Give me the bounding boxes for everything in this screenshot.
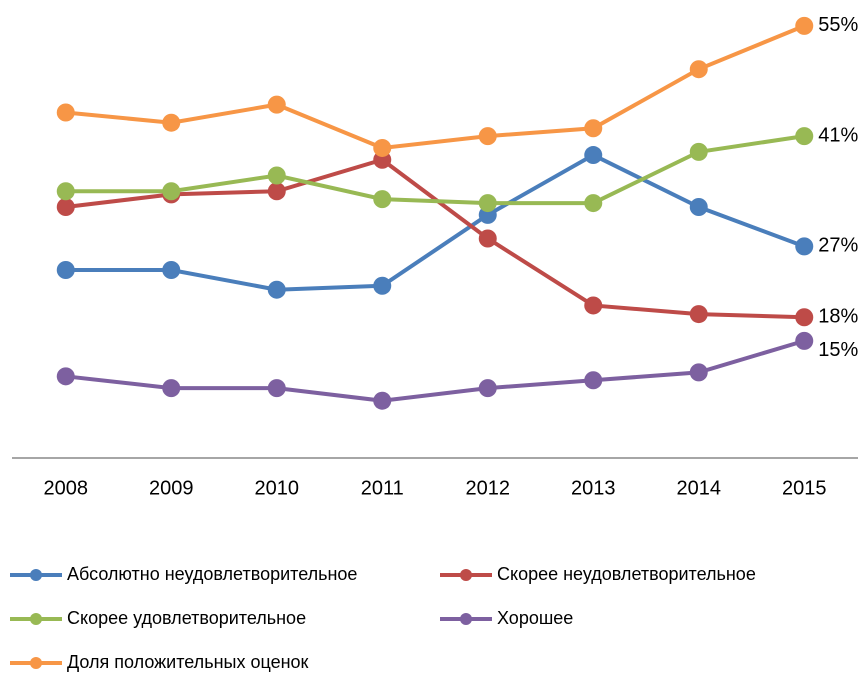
x-tick-label: 2012: [466, 477, 511, 499]
point: [584, 371, 603, 390]
point: [478, 379, 497, 398]
data-label: 55%: [818, 14, 858, 36]
point: [689, 363, 708, 382]
point: [56, 182, 75, 201]
point: [795, 16, 814, 35]
legend-marker: [30, 569, 42, 581]
x-tick-label: 2008: [44, 477, 89, 499]
point: [162, 182, 181, 201]
legend-marker: [460, 613, 472, 625]
line: [65, 152, 805, 292]
data-label: 15%: [818, 339, 858, 361]
point: [373, 391, 392, 410]
point: [267, 166, 286, 185]
point: [689, 60, 708, 79]
legend-label: Хорошее: [497, 608, 573, 628]
x-tick-label: 2009: [149, 477, 194, 499]
point: [478, 194, 497, 213]
data-label: 18%: [818, 306, 858, 328]
point: [162, 261, 181, 279]
legend-marker: [30, 657, 42, 669]
legend-label: Скорее неудовлетворительное: [497, 564, 756, 584]
point: [795, 308, 814, 327]
line: [65, 338, 805, 403]
line: [65, 24, 806, 150]
point: [584, 119, 603, 138]
point: [689, 305, 708, 324]
point: [162, 113, 181, 132]
point: [478, 127, 497, 146]
point: [267, 182, 286, 201]
data-label: 27%: [818, 235, 858, 257]
point: [795, 237, 814, 256]
point: [56, 198, 75, 216]
x-tick-label: 2014: [677, 477, 722, 499]
point: [584, 146, 603, 165]
point: [267, 379, 286, 398]
point: [689, 198, 708, 216]
data-label: 41%: [818, 124, 858, 146]
point: [795, 127, 814, 146]
legend-label: Скорее удовлетворительное: [67, 608, 306, 628]
x-tick-label: 2010: [255, 477, 300, 499]
point: [373, 276, 392, 295]
line: [65, 157, 805, 320]
point: [267, 95, 286, 114]
point: [584, 194, 603, 213]
point: [56, 103, 75, 122]
x-tick-label: 2011: [361, 477, 404, 499]
x-tick-label: 2013: [571, 477, 616, 499]
point: [373, 138, 392, 157]
legend-label: Доля положительных оценок: [67, 652, 309, 672]
legend-label: Абсолютно неудовлетворительное: [67, 564, 357, 584]
x-tick-label: 2015: [782, 477, 827, 499]
point: [584, 296, 603, 315]
point: [478, 229, 497, 248]
point: [373, 190, 392, 209]
legend-marker: [460, 569, 472, 581]
line: [65, 134, 805, 206]
point: [689, 142, 708, 161]
point: [267, 280, 286, 299]
point: [56, 367, 75, 386]
point: [795, 331, 814, 350]
legend-marker: [30, 613, 42, 625]
point: [56, 261, 75, 279]
point: [162, 379, 181, 398]
